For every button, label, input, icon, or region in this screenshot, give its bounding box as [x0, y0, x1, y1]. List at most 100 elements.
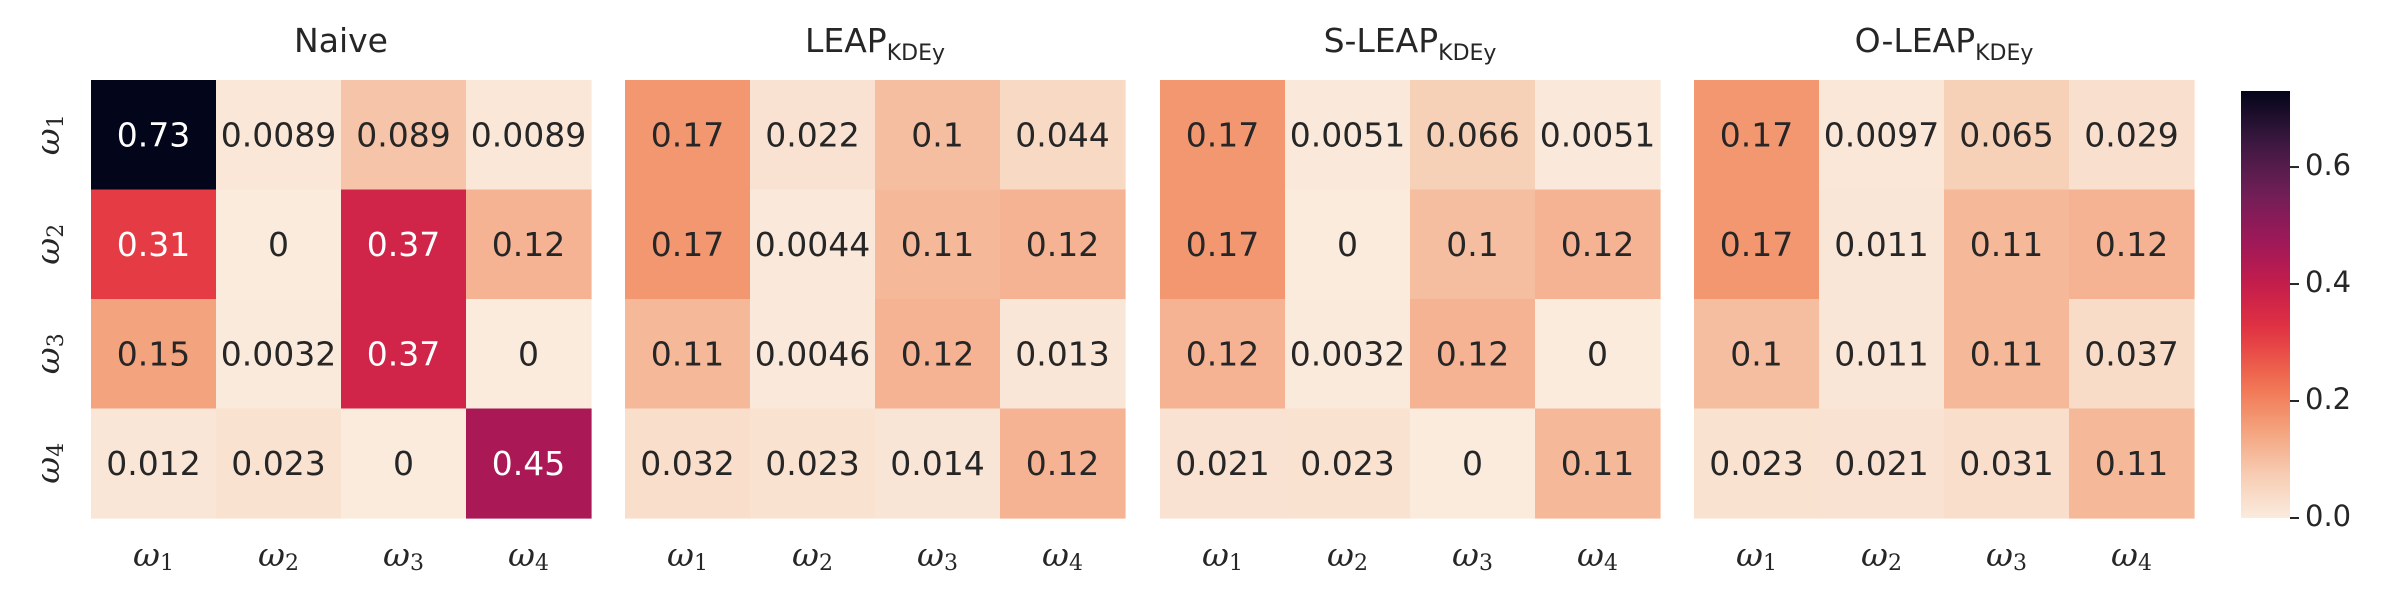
cell-value-label: 0.0089: [221, 115, 336, 154]
heatmap-cell: [1000, 80, 1126, 191]
cell-value-label: 0.0051: [1290, 115, 1405, 154]
cell-value-label: 0.022: [765, 115, 859, 154]
heatmap-cell: [1535, 299, 1661, 410]
heatmap-cell: [1694, 189, 1820, 300]
cell-value-label: 0.021: [1834, 444, 1928, 483]
y-tick-label: ω2: [28, 224, 69, 265]
heatmap-cell: [1410, 408, 1536, 519]
heatmap-panel: Naive 0.73 0.0089 0.089 0.0089 0.31 0 0.37 0.12 0…: [28, 21, 592, 576]
heatmap-cell: [625, 80, 751, 191]
heatmap-cell: [1944, 408, 2070, 519]
colorbar-tick-label: 0.6: [2305, 148, 2351, 182]
cell-value-label: 0.023: [1709, 444, 1803, 483]
cell-value-label: 0.11: [1970, 334, 2043, 373]
cell-value-label: 0.11: [651, 334, 724, 373]
heatmap-cell: [1160, 408, 1286, 519]
cell-value-label: 0.73: [117, 115, 190, 154]
x-tick-label: ω3: [383, 535, 424, 576]
cell-value-label: 0: [268, 225, 289, 264]
heatmap-cell: [466, 299, 592, 410]
heatmap-cell: [2069, 408, 2195, 519]
heatmap-cell: [1819, 80, 1945, 191]
heatmap-cell: [216, 189, 342, 300]
cell-value-label: 0.089: [356, 115, 450, 154]
x-tick-label: ω2: [792, 535, 833, 576]
cell-value-label: 0.023: [1300, 444, 1394, 483]
heatmap-cell: [1535, 80, 1661, 191]
heatmap-cell: [91, 189, 217, 300]
x-tick-label: ω4: [508, 535, 549, 576]
cell-value-label: 0.021: [1175, 444, 1269, 483]
heatmap-cell: [1819, 408, 1945, 519]
heatmap-cell: [341, 408, 467, 519]
x-tick-label: ω3: [1986, 535, 2027, 576]
x-tick-label: ω1: [1202, 535, 1243, 576]
cell-value-label: 0: [1462, 444, 1483, 483]
cell-value-label: 0.17: [1720, 115, 1793, 154]
cell-value-label: 0.011: [1834, 225, 1928, 264]
cell-value-label: 0.1: [911, 115, 963, 154]
heatmap-cell: [1285, 299, 1411, 410]
cell-value-label: 0.45: [492, 444, 565, 483]
heatmap-cell: [1694, 408, 1820, 519]
cell-value-label: 0.17: [1720, 225, 1793, 264]
cell-value-label: 0.1: [1446, 225, 1498, 264]
cell-value-label: 0.0089: [471, 115, 586, 154]
cell-value-label: 0.37: [367, 334, 440, 373]
heatmap-cell: [750, 408, 876, 519]
heatmap-cell: [91, 80, 217, 191]
cell-value-label: 0.029: [2084, 115, 2178, 154]
x-tick-label: ω2: [1327, 535, 1368, 576]
panel-title: S-LEAPKDEy: [1324, 21, 1497, 66]
heatmap-panel: O-LEAPKDEy 0.17 0.0097 0.065 0.029 0.17 0.011 0…: [1694, 21, 2195, 576]
x-tick-label: ω2: [1861, 535, 1902, 576]
heatmap-cell: [625, 189, 751, 300]
cell-value-label: 0.031: [1959, 444, 2053, 483]
heatmap-cell: [1285, 408, 1411, 519]
heatmap-cell: [91, 408, 217, 519]
heatmap-cell: [1160, 80, 1286, 191]
heatmap-cell: [875, 80, 1001, 191]
heatmap-cell: [875, 189, 1001, 300]
y-tick-label: ω1: [28, 114, 69, 155]
cell-value-label: 0.012: [106, 444, 200, 483]
heatmap-cell: [466, 80, 592, 191]
heatmap-cell: [1160, 299, 1286, 410]
cell-value-label: 0.11: [2095, 444, 2168, 483]
heatmap-cell: [750, 189, 876, 300]
cell-value-label: 0.0051: [1540, 115, 1655, 154]
cell-value-label: 0.12: [1561, 225, 1634, 264]
x-tick-label: ω1: [133, 535, 174, 576]
heatmap-cell: [1535, 408, 1661, 519]
cell-value-label: 0: [518, 334, 539, 373]
panel-title: O-LEAPKDEy: [1855, 21, 2034, 66]
cell-value-label: 0.0097: [1824, 115, 1939, 154]
cell-value-label: 0.11: [901, 225, 974, 264]
y-tick-label: ω3: [28, 333, 69, 374]
heatmap-cell: [91, 299, 217, 410]
cell-value-label: 0.15: [117, 334, 190, 373]
cell-value-label: 0.0032: [221, 334, 336, 373]
cell-value-label: 0.023: [231, 444, 325, 483]
heatmap-cell: [216, 80, 342, 191]
x-tick-label: ω2: [258, 535, 299, 576]
heatmap-cell: [216, 408, 342, 519]
heatmap-panel: LEAPKDEy 0.17 0.022 0.1 0.044 0.17 0.0044 0.11 0…: [625, 21, 1126, 576]
heatmap-cell: [625, 299, 751, 410]
x-tick-label: ω3: [1452, 535, 1493, 576]
heatmap-cell: [1535, 189, 1661, 300]
heatmap-cell: [341, 299, 467, 410]
heatmap-cell: [1000, 189, 1126, 300]
cell-value-label: 0.12: [2095, 225, 2168, 264]
heatmap-cell: [1285, 80, 1411, 191]
heatmap-cell: [2069, 299, 2195, 410]
x-tick-label: ω4: [1577, 535, 1618, 576]
heatmap-panels: Naive 0.73 0.0089 0.089 0.0089 0.31 0 0.37 0.12 0…: [28, 21, 2195, 576]
heatmap-cell: [1819, 299, 1945, 410]
cell-value-label: 0.37: [367, 225, 440, 264]
cell-value-label: 0.044: [1015, 115, 1109, 154]
cell-value-label: 0.12: [1436, 334, 1509, 373]
colorbar-gradient: [2241, 91, 2290, 518]
cell-value-label: 0.12: [1186, 334, 1259, 373]
cell-value-label: 0.032: [640, 444, 734, 483]
